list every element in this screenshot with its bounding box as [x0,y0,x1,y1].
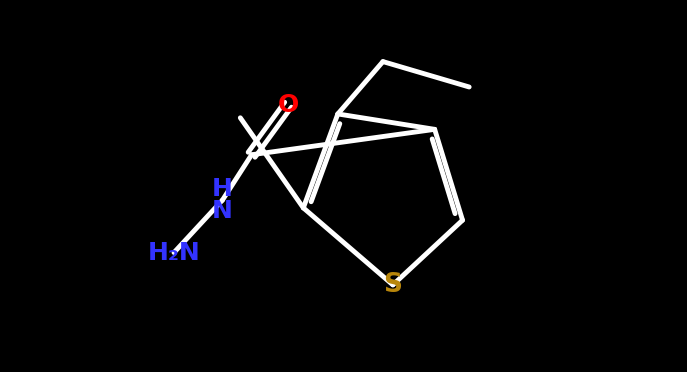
Text: S: S [383,272,403,298]
Text: H₂N: H₂N [148,241,201,264]
Text: O: O [278,93,299,117]
Text: H
N: H N [212,177,233,223]
